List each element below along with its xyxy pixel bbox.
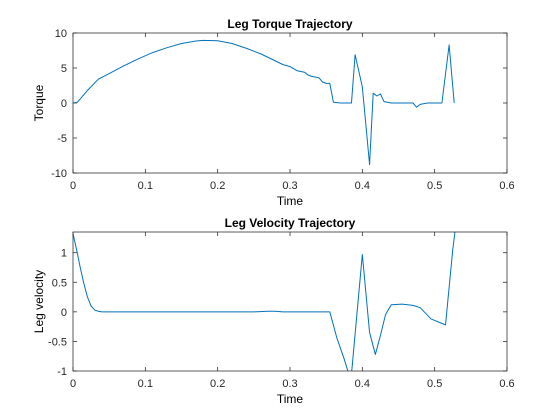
velocity-ticks: 0 0.1 0.2 0.3 0.4 0.5 0.6 -1 -0.5 0 0.5 1 bbox=[48, 232, 515, 390]
velocity-x-tick-label: 0.6 bbox=[499, 378, 514, 390]
torque-ticks: 0 0.1 0.2 0.3 0.4 0.5 0.6 -10 -5 0 5 10 bbox=[51, 28, 515, 192]
velocity-chart: Leg Velocity Trajectory Time Leg velocit… bbox=[32, 216, 515, 406]
torque-y-tick-label: 0 bbox=[61, 98, 67, 110]
torque-series-line bbox=[73, 39, 455, 166]
velocity-y-tick-label: 0 bbox=[61, 307, 67, 319]
velocity-y-tick-label: -0.5 bbox=[48, 336, 67, 348]
velocity-x-tick-label: 0.3 bbox=[282, 378, 297, 390]
velocity-series-group bbox=[73, 232, 456, 371]
velocity-y-tick-label: 1 bbox=[61, 248, 67, 260]
torque-x-axis-label: Time bbox=[277, 194, 304, 208]
velocity-chart-title: Leg Velocity Trajectory bbox=[225, 216, 356, 230]
torque-x-tick-label: 0.2 bbox=[210, 180, 225, 192]
torque-y-tick-label: 5 bbox=[61, 63, 67, 75]
velocity-y-axis-label: Leg velocity bbox=[32, 270, 46, 333]
velocity-x-tick-label: 0.5 bbox=[427, 378, 442, 390]
torque-series-group bbox=[73, 39, 455, 166]
velocity-series-line bbox=[73, 232, 456, 371]
velocity-y-tick-label: -1 bbox=[57, 366, 67, 378]
torque-y-tick-label: -10 bbox=[51, 168, 67, 180]
torque-chart-title: Leg Torque Trajectory bbox=[227, 17, 352, 31]
torque-x-tick-label: 0.1 bbox=[138, 180, 153, 192]
torque-y-tick-label: 10 bbox=[55, 28, 67, 40]
torque-chart: Leg Torque Trajectory Time Torque 0 0.1 0.… bbox=[32, 17, 515, 208]
torque-x-tick-label: 0.6 bbox=[499, 180, 514, 192]
velocity-y-tick-label: 0.5 bbox=[52, 277, 67, 289]
torque-x-tick-label: 0.4 bbox=[355, 180, 370, 192]
velocity-x-axis-label: Time bbox=[277, 392, 304, 406]
velocity-plot-area bbox=[72, 231, 508, 372]
torque-x-tick-label: 0 bbox=[70, 180, 76, 192]
torque-plot-area bbox=[72, 32, 508, 174]
velocity-x-tick-label: 0.1 bbox=[138, 378, 153, 390]
velocity-x-tick-label: 0.2 bbox=[210, 378, 225, 390]
torque-x-tick-label: 0.3 bbox=[282, 180, 297, 192]
velocity-x-tick-label: 0 bbox=[70, 378, 76, 390]
torque-y-tick-label: -5 bbox=[57, 133, 67, 145]
torque-x-tick-label: 0.5 bbox=[427, 180, 442, 192]
velocity-x-tick-label: 0.4 bbox=[355, 378, 370, 390]
torque-y-axis-label: Torque bbox=[32, 84, 46, 121]
